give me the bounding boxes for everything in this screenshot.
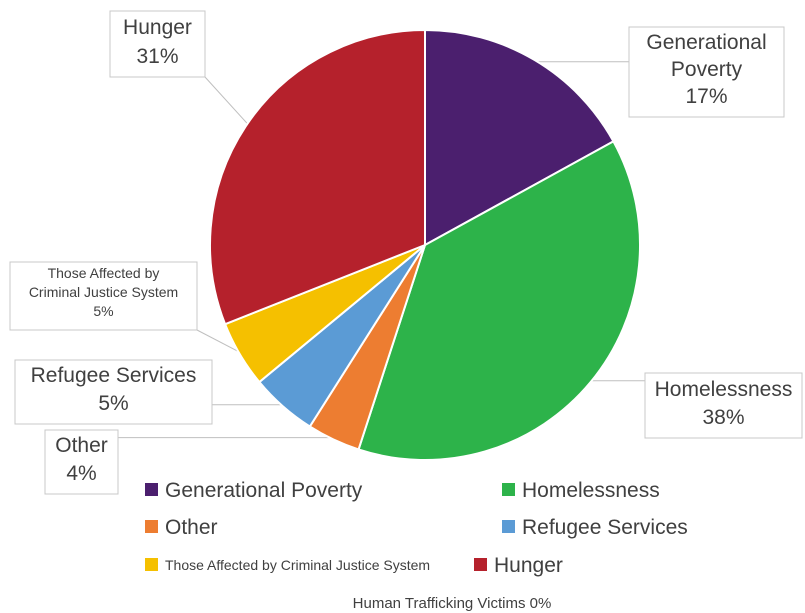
callout-generational-poverty: Generational Poverty 17%	[628, 26, 785, 118]
callout-other-box	[44, 429, 119, 495]
callout-refugee-services-box	[14, 359, 213, 425]
callout-hunger-text-2: 31%	[136, 45, 178, 68]
legend-item-refugee-services: Refugee Services	[502, 516, 688, 539]
callout-other-text-1: Other	[55, 434, 108, 457]
data-label-callouts: Generational Poverty 17% Homelessness 38% Oth…	[9, 10, 803, 495]
legend-item-those-affected-by-criminal-justice-system: Those Affected by Criminal Justice Syste…	[145, 557, 430, 573]
callout-leader-lines	[118, 61, 645, 439]
legend-item-hunger: Hunger	[474, 554, 563, 577]
callout-those-affected-by-criminal-justice-system-text-2: Criminal Justice System	[29, 284, 178, 300]
legend-item-generational-poverty-label: Generational Poverty	[165, 479, 363, 502]
pie-slice-homelessness	[357, 140, 642, 461]
legend-item-homelessness: Homelessness	[502, 479, 660, 502]
callout-hunger: Hunger 31%	[109, 10, 206, 78]
callout-hunger-box	[109, 10, 206, 78]
callout-those-affected-by-criminal-justice-system-text-3: 5%	[93, 303, 113, 319]
leader-line-those-affected-by-criminal-justice-system	[196, 329, 243, 354]
legend-item-homelessness-label: Homelessness	[522, 479, 660, 502]
legend-item-hunger-label: Hunger	[494, 554, 563, 577]
callout-hunger-text-1: Hunger	[123, 16, 192, 39]
leader-line-hunger	[204, 76, 250, 126]
legend-item-other-label: Other	[165, 516, 218, 539]
pie-slice-generational-poverty	[424, 28, 615, 247]
callout-generational-poverty-text-3: 17%	[685, 85, 727, 108]
callout-refugee-services: Refugee Services 5%	[14, 359, 213, 425]
callout-other: Other 4%	[44, 429, 119, 495]
callout-those-affected-by-criminal-justice-system-box	[9, 261, 198, 331]
legend-item-refugee-services-swatch	[502, 520, 515, 533]
legend-item-generational-poverty-swatch	[145, 483, 158, 496]
legend-item-those-affected-by-criminal-justice-system-swatch	[145, 558, 158, 571]
pie-slice-hunger	[209, 28, 426, 326]
callout-other-text-2: 4%	[66, 462, 96, 485]
callout-homelessness: Homelessness 38%	[644, 372, 803, 439]
callout-refugee-services-text-2: 5%	[98, 392, 128, 415]
pie-slices	[209, 28, 642, 461]
callout-generational-poverty-text-1: Generational	[646, 31, 766, 54]
callout-homelessness-text-1: Homelessness	[655, 378, 793, 401]
callout-those-affected-by-criminal-justice-system-text-1: Those Affected by	[48, 265, 160, 281]
legend-item-generational-poverty: Generational Poverty	[145, 479, 363, 502]
callout-those-affected-by-criminal-justice-system: Those Affected by Criminal Justice System…	[9, 261, 198, 331]
callout-homelessness-box	[644, 372, 803, 439]
footnote-human-trafficking: Human Trafficking Victims 0%	[353, 595, 552, 612]
callout-refugee-services-text-1: Refugee Services	[31, 364, 197, 387]
legend-item-refugee-services-label: Refugee Services	[522, 516, 688, 539]
callout-generational-poverty-text-2: Poverty	[671, 58, 743, 81]
callout-generational-poverty-box	[628, 26, 785, 118]
legend-item-other: Other	[145, 516, 218, 539]
legend-item-hunger-swatch	[474, 558, 487, 571]
legend-item-other-swatch	[145, 520, 158, 533]
callout-homelessness-text-2: 38%	[702, 406, 744, 429]
legend-item-homelessness-swatch	[502, 483, 515, 496]
legend-item-those-affected-by-criminal-justice-system-label: Those Affected by Criminal Justice Syste…	[165, 557, 430, 573]
chart-legend: Generational Poverty Homelessness Other Ref…	[145, 479, 688, 577]
